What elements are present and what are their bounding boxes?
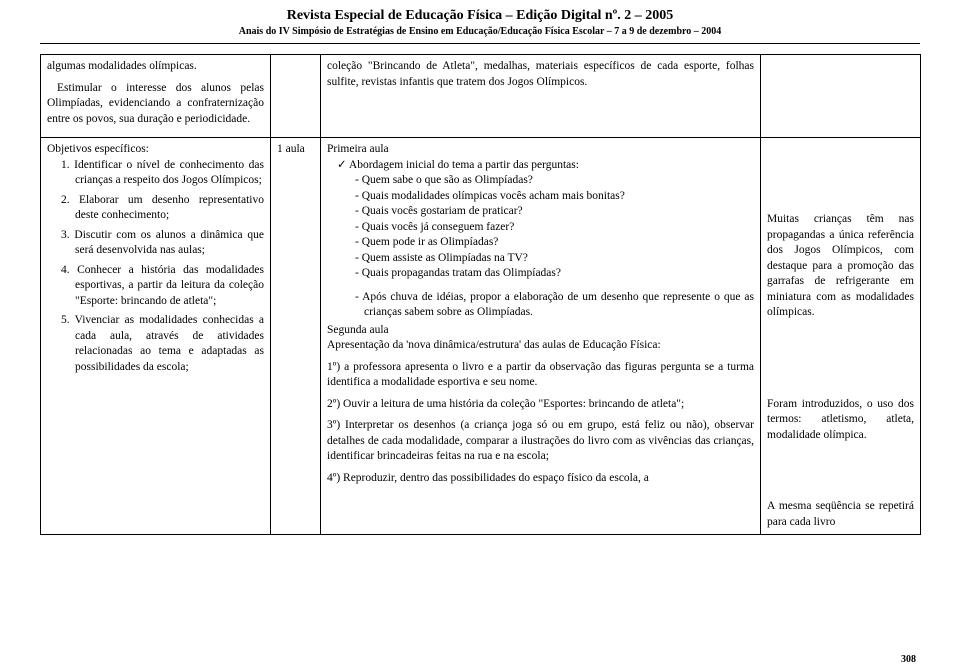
step-paragraph: 2º) Ouvir a leitura de uma história da c… — [327, 397, 754, 413]
content-table: algumas modalidades olímpicas. Estimular… — [40, 54, 921, 535]
journal-subtitle: Anais do IV Simpósio de Estratégias de E… — [0, 26, 960, 37]
page-number: 308 — [901, 654, 916, 665]
list-item: Após chuva de idéias, propor a elaboraçã… — [355, 290, 754, 321]
objectives-list: 1. Identificar o nível de conhecimento d… — [47, 158, 264, 376]
step-paragraph: 1º) a professora apresenta o livro e a p… — [327, 360, 754, 391]
observation-paragraph: Muitas crianças têm nas propagandas a ún… — [767, 212, 914, 321]
list-item: Quais vocês já conseguem fazer? — [355, 220, 754, 236]
objectives-header: Objetivos específicos: — [47, 142, 264, 158]
journal-title: Revista Especial de Educação Física – Ed… — [0, 8, 960, 24]
cell-objectives-specific: Objetivos específicos: 1. Identificar o … — [41, 138, 271, 535]
list-item: Quais propagandas tratam das Olimpíadas? — [355, 266, 754, 282]
header-divider — [40, 43, 920, 44]
list-item: 2. Elaborar um desenho representativo de… — [61, 193, 264, 224]
step-paragraph: 3º) Interpretar os desenhos (a criança j… — [327, 418, 754, 465]
table-row: Objetivos específicos: 1. Identificar o … — [41, 138, 921, 535]
lesson-approach: Abordagem inicial do tema a partir das p… — [327, 158, 754, 174]
list-item: 5. Vivenciar as modalidades conhecidas a… — [61, 313, 264, 375]
observation-paragraph: Foram introduzidos, o uso dos termos: at… — [767, 397, 914, 444]
observation-paragraph: A mesma seqüência se repetirá para cada … — [767, 499, 914, 530]
after-brainstorm-list: Após chuva de idéias, propor a elaboraçã… — [327, 290, 754, 321]
cell-duration: 1 aula — [271, 138, 321, 535]
cell-observations: Muitas crianças têm nas propagandas a ún… — [761, 138, 921, 535]
content-table-wrap: algumas modalidades olímpicas. Estimular… — [0, 54, 960, 535]
lesson-second-title: Segunda aula — [327, 323, 754, 339]
cell-observations — [761, 55, 921, 138]
questions-list: Quem sabe o que são as Olimpíadas? Quais… — [327, 173, 754, 282]
spacer — [767, 142, 914, 212]
list-item: 3. Discutir com os alunos a dinâmica que… — [61, 228, 264, 259]
text-paragraph: coleção "Brincando de Atleta", medalhas,… — [327, 59, 754, 90]
step-paragraph: 4º) Reproduzir, dentro das possibilidade… — [327, 471, 754, 487]
text-line: algumas modalidades olímpicas. — [47, 59, 264, 75]
list-item: Quais vocês gostariam de praticar? — [355, 204, 754, 220]
table-row: algumas modalidades olímpicas. Estimular… — [41, 55, 921, 138]
list-item: Quem pode ir as Olimpíadas? — [355, 235, 754, 251]
list-item: 1. Identificar o nível de conhecimento d… — [61, 158, 264, 189]
cell-duration — [271, 55, 321, 138]
cell-main-content: coleção "Brincando de Atleta", medalhas,… — [321, 55, 761, 138]
spacer — [767, 449, 914, 499]
spacer — [767, 327, 914, 397]
lesson-first-title: Primeira aula — [327, 142, 754, 158]
list-item: Quem sabe o que são as Olimpíadas? — [355, 173, 754, 189]
text-paragraph: Apresentação da 'nova dinâmica/estrutura… — [327, 338, 754, 354]
cell-objective-general: algumas modalidades olímpicas. Estimular… — [41, 55, 271, 138]
text-paragraph: Estimular o interesse dos alunos pelas O… — [47, 81, 264, 128]
list-item: Quem assiste as Olimpíadas na TV? — [355, 251, 754, 267]
list-item: 4. Conhecer a história das modalidades e… — [61, 263, 264, 310]
page-header: Revista Especial de Educação Física – Ed… — [0, 0, 960, 41]
list-item: Quais modalidades olímpicas vocês acham … — [355, 189, 754, 205]
cell-lesson-plan: Primeira aula Abordagem inicial do tema … — [321, 138, 761, 535]
